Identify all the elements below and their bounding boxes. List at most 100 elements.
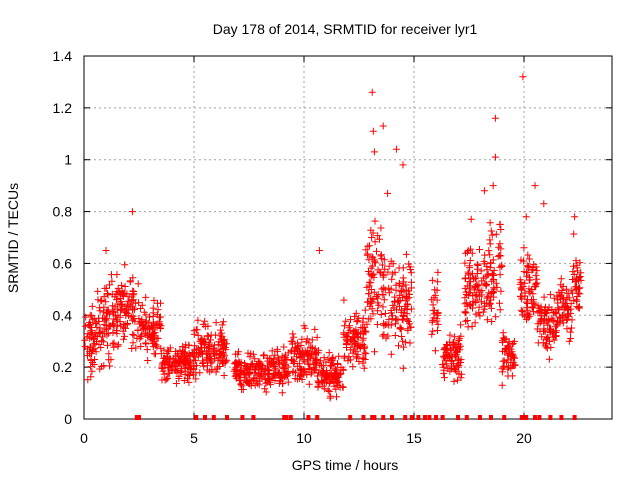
data-point	[447, 357, 455, 364]
data-point	[191, 349, 199, 357]
data-point	[121, 332, 128, 340]
data-point	[398, 286, 406, 294]
data-point	[163, 350, 171, 357]
data-point	[251, 366, 259, 374]
data-point	[262, 388, 270, 396]
data-point	[371, 217, 379, 225]
data-point	[575, 273, 583, 281]
data-point	[367, 286, 375, 293]
data-point	[208, 358, 216, 366]
data-point	[96, 324, 104, 332]
data-point	[380, 284, 388, 292]
data-point	[82, 313, 90, 321]
data-point	[347, 346, 355, 354]
data-point	[203, 332, 211, 340]
data-point	[175, 375, 183, 382]
data-point	[244, 349, 252, 357]
data-point	[568, 289, 576, 297]
data-point	[343, 340, 350, 348]
data-point	[486, 219, 494, 227]
data-point	[304, 351, 312, 359]
data-point	[114, 341, 122, 349]
data-point	[567, 335, 575, 342]
data-point	[475, 303, 483, 311]
data-point	[371, 348, 378, 356]
x-tick-label: 20	[516, 430, 532, 446]
y-tick-label: 0.8	[53, 204, 73, 220]
data-point	[284, 369, 292, 377]
data-point	[139, 321, 147, 328]
data-point	[346, 322, 353, 330]
data-point	[533, 275, 541, 283]
data-point	[458, 370, 466, 378]
gap-marker	[251, 415, 256, 420]
data-point	[129, 304, 137, 312]
data-point	[562, 300, 570, 307]
data-point	[185, 350, 193, 357]
data-point	[103, 290, 111, 297]
data-point	[470, 286, 478, 294]
data-point	[385, 262, 393, 270]
data-point	[504, 356, 512, 364]
data-point	[184, 375, 191, 383]
data-point	[489, 270, 496, 278]
data-point	[454, 376, 462, 384]
data-point	[84, 376, 92, 384]
data-point	[264, 357, 272, 365]
data-point	[497, 287, 505, 295]
data-point	[473, 296, 481, 304]
data-point	[314, 382, 322, 390]
data-point	[86, 334, 94, 342]
data-point	[109, 340, 117, 348]
gap-marker	[315, 415, 320, 420]
data-point	[299, 347, 307, 355]
data-point	[289, 368, 297, 376]
data-point	[431, 347, 439, 355]
data-point	[377, 224, 385, 232]
data-point	[307, 344, 315, 352]
data-point	[473, 260, 481, 268]
data-point	[128, 208, 136, 216]
data-point	[136, 305, 144, 312]
data-point	[94, 296, 102, 304]
data-point	[262, 379, 270, 387]
data-point	[450, 377, 458, 385]
data-point	[294, 362, 302, 370]
data-point	[278, 374, 286, 382]
data-point	[237, 362, 245, 370]
data-point	[545, 355, 553, 363]
data-point	[217, 350, 225, 357]
data-point	[537, 303, 545, 311]
data-point	[244, 378, 252, 386]
data-point	[566, 328, 574, 336]
data-point	[320, 362, 328, 370]
data-point	[327, 356, 335, 364]
data-point	[477, 267, 485, 275]
data-point	[284, 363, 292, 371]
data-point	[398, 315, 406, 323]
data-point	[360, 345, 368, 353]
data-point	[574, 267, 581, 275]
data-point	[129, 291, 137, 299]
gap-marker	[306, 415, 311, 420]
data-point	[144, 333, 152, 341]
data-point	[407, 323, 415, 331]
data-point	[486, 236, 494, 244]
data-point	[483, 316, 491, 324]
data-point	[352, 348, 360, 356]
data-point	[340, 296, 348, 304]
data-point	[114, 284, 122, 292]
data-point	[106, 322, 114, 330]
data-point	[212, 368, 220, 376]
data-point	[476, 312, 484, 320]
data-point	[406, 339, 414, 347]
data-point	[193, 361, 201, 369]
data-point	[173, 368, 181, 376]
data-point	[368, 88, 376, 96]
data-point	[148, 336, 156, 343]
data-point	[400, 278, 408, 286]
data-point	[575, 284, 583, 292]
data-point	[532, 271, 540, 279]
data-point	[284, 378, 292, 386]
data-point	[430, 294, 438, 302]
